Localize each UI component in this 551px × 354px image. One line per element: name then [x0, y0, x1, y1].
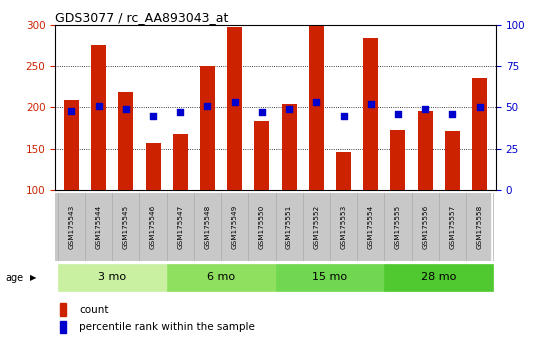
Bar	[60, 321, 66, 333]
Bar	[166, 264, 276, 291]
Point	[475, 104, 484, 110]
Text: GDS3077 / rc_AA893043_at: GDS3077 / rc_AA893043_at	[55, 11, 229, 24]
Bar	[64, 100, 79, 190]
Bar	[309, 27, 324, 190]
Text: GSM175553: GSM175553	[341, 205, 347, 249]
Text: age: age	[6, 273, 24, 282]
Point	[67, 108, 76, 114]
Bar	[418, 111, 433, 190]
Text: GSM175558: GSM175558	[477, 205, 483, 249]
Bar	[118, 92, 133, 190]
Point	[230, 99, 239, 105]
Text: GSM175548: GSM175548	[204, 205, 210, 249]
Point	[285, 106, 294, 112]
Text: GSM175547: GSM175547	[177, 205, 183, 249]
Text: GSM175546: GSM175546	[150, 205, 156, 249]
Bar	[276, 264, 385, 291]
Point	[421, 106, 430, 112]
Text: GSM175543: GSM175543	[68, 205, 74, 249]
Bar	[145, 143, 160, 190]
Text: percentile rank within the sample: percentile rank within the sample	[79, 322, 255, 332]
Bar	[58, 264, 166, 291]
Text: GSM175556: GSM175556	[422, 205, 428, 249]
Bar	[255, 120, 269, 190]
Bar	[60, 303, 66, 315]
Bar	[336, 152, 351, 190]
Text: 28 mo: 28 mo	[421, 272, 456, 282]
Point	[257, 109, 266, 115]
Point	[448, 111, 457, 117]
Bar	[282, 104, 296, 190]
Point	[312, 99, 321, 105]
Point	[94, 103, 103, 109]
Point	[366, 101, 375, 107]
Text: GSM175550: GSM175550	[259, 205, 265, 249]
Point	[203, 103, 212, 109]
Bar	[472, 78, 487, 190]
Text: GSM175551: GSM175551	[286, 205, 292, 249]
Bar	[391, 130, 406, 190]
Bar	[91, 45, 106, 190]
Text: count: count	[79, 304, 109, 314]
Text: GSM175549: GSM175549	[231, 205, 237, 249]
Text: GSM175544: GSM175544	[96, 205, 101, 249]
Point	[149, 113, 158, 118]
Point	[339, 113, 348, 118]
Bar	[385, 264, 493, 291]
Text: GSM175555: GSM175555	[395, 205, 401, 249]
Bar	[173, 134, 188, 190]
Point	[176, 109, 185, 115]
Bar	[200, 66, 215, 190]
Text: ▶: ▶	[30, 273, 37, 282]
Point	[121, 106, 130, 112]
Bar	[227, 27, 242, 190]
Text: 15 mo: 15 mo	[312, 272, 348, 282]
Bar	[445, 131, 460, 190]
Text: GSM175557: GSM175557	[450, 205, 455, 249]
Text: GSM175554: GSM175554	[368, 205, 374, 249]
Bar	[363, 38, 378, 190]
Point	[393, 111, 402, 117]
Text: 6 mo: 6 mo	[207, 272, 235, 282]
Text: GSM175552: GSM175552	[314, 205, 320, 249]
Text: 3 mo: 3 mo	[98, 272, 126, 282]
Text: GSM175545: GSM175545	[123, 205, 129, 249]
